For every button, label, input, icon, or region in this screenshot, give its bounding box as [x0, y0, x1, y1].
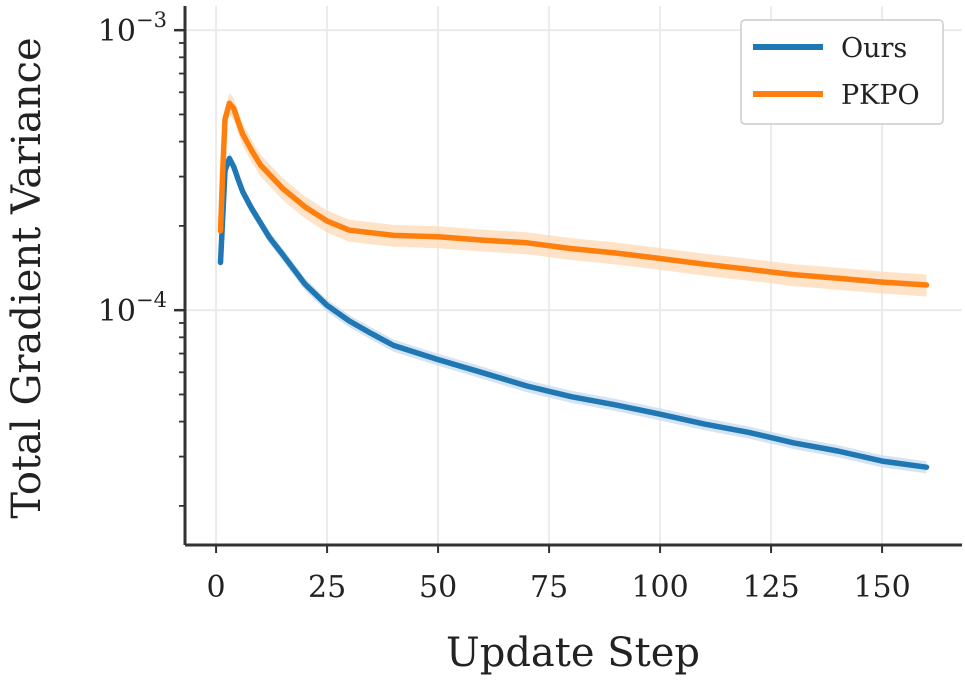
- legend-label-ours: Ours: [841, 33, 907, 64]
- x-tick-label: 25: [308, 570, 346, 605]
- y-tick-label: 10−4: [98, 288, 167, 329]
- x-axis-title: Update Step: [446, 630, 700, 676]
- y-axis-title: Total Gradient Variance: [4, 37, 50, 518]
- x-tick-label: 75: [530, 570, 568, 605]
- series-lines: [217, 100, 930, 470]
- y-tick-label: 10−3: [98, 8, 167, 49]
- x-tick-label: 100: [631, 570, 688, 605]
- line-ours: [217, 155, 930, 470]
- axes: [174, 6, 962, 553]
- confidence-bands: [220, 92, 927, 474]
- x-tick-label: 0: [207, 570, 226, 605]
- line-pkpo: [217, 100, 930, 288]
- legend-label-pkpo: PKPO: [841, 80, 920, 111]
- legend: Ours PKPO: [740, 19, 944, 125]
- band-pkpo: [220, 92, 927, 297]
- tick-labels: 0 25 50 75 100 125 150 10−4 10−3: [98, 8, 911, 605]
- x-tick-label: 50: [419, 570, 457, 605]
- x-tick-label: 150: [853, 570, 910, 605]
- x-tick-label: 125: [742, 570, 799, 605]
